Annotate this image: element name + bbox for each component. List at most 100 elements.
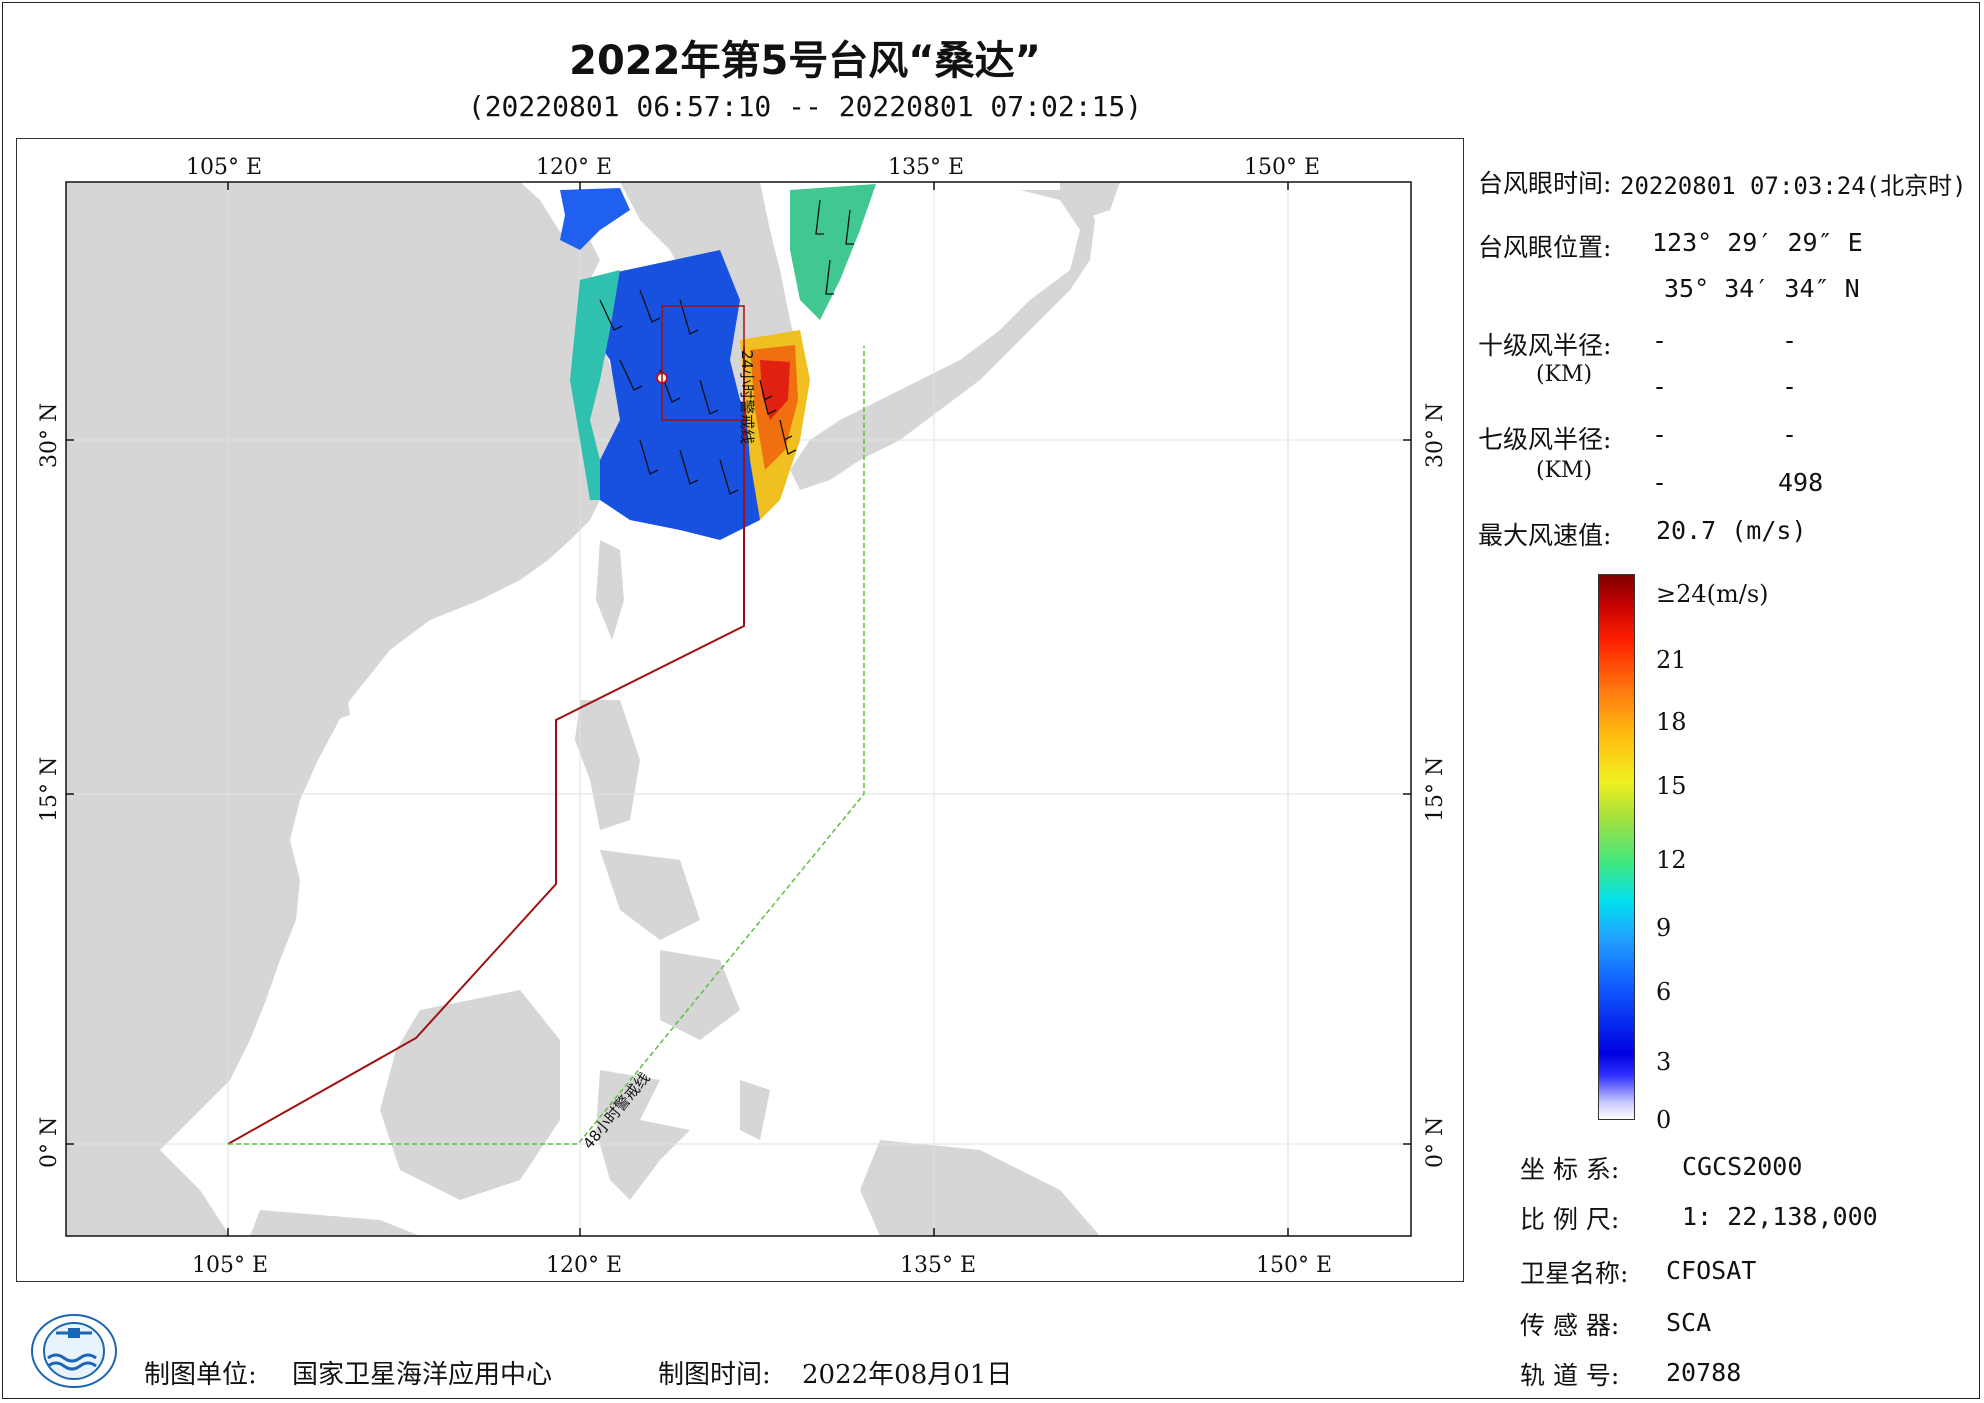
- land-asia-mainland: [66, 182, 630, 1236]
- scale-value: 1: 22,138,000: [1682, 1202, 1878, 1231]
- r10-value-c: -: [1652, 372, 1668, 401]
- lat-label-right-0: 0° N: [1423, 1117, 1448, 1168]
- wind-barbs: [599, 199, 854, 495]
- colorbar-tick-6: 6: [1656, 978, 1672, 1006]
- wind-barb: [619, 359, 643, 391]
- footer-time-value: 2022年08月01日: [802, 1360, 1013, 1390]
- r10-value-d: -: [1782, 372, 1798, 401]
- eye-time-label: 台风眼时间:: [1478, 169, 1612, 198]
- wind-barb: [719, 459, 739, 495]
- land-luzon: [575, 700, 640, 830]
- land-sulawesi: [596, 1070, 690, 1200]
- warning-line-24h-label: 24小时警戒线: [738, 350, 756, 444]
- wind-barb: [639, 439, 659, 475]
- land-mindanao: [660, 950, 740, 1040]
- lon-label-top-135: 135° E: [888, 155, 964, 180]
- wind-barb: [599, 299, 623, 331]
- swath-yellow-sea: [580, 250, 780, 540]
- r10-label: 十级风半径:: [1478, 331, 1612, 360]
- crs-label: 坐 标 系:: [1520, 1155, 1620, 1184]
- lon-label-top-120: 120° E: [536, 155, 612, 180]
- wind-barb: [679, 449, 699, 485]
- land-borneo: [380, 990, 560, 1200]
- map-panel-frame: [16, 138, 1464, 1282]
- colorbar-top-label: ≥24(m/s): [1656, 580, 1769, 608]
- land-new-guinea: [860, 1140, 1100, 1236]
- wind-barb: [815, 199, 824, 235]
- lat-label-left-0: 0° N: [37, 1117, 62, 1168]
- land-hainan: [310, 685, 350, 725]
- sensor-value: SCA: [1666, 1308, 1712, 1337]
- satellite-value: CFOSAT: [1666, 1256, 1757, 1285]
- r7-value-b: -: [1782, 420, 1798, 449]
- lon-label-bottom-105: 105° E: [192, 1253, 268, 1278]
- r7-value-c: -: [1652, 468, 1668, 497]
- satellite-label: 卫星名称:: [1520, 1259, 1629, 1288]
- r7-unit: (KM): [1536, 458, 1593, 483]
- wind-barb: [759, 379, 777, 415]
- scale-label: 比 例 尺:: [1520, 1205, 1620, 1234]
- r7-label: 七级风半径:: [1478, 425, 1612, 454]
- lon-label-top-105: 105° E: [186, 155, 262, 180]
- eye-time-value: 20220801 07:03:24(北京时): [1620, 172, 1967, 200]
- map-subtitle: (20220801 06:57:10 -- 20220801 07:02:15): [467, 90, 1143, 123]
- colorbar-tick-12: 12: [1656, 846, 1687, 874]
- max-wind-label: 最大风速值:: [1478, 521, 1612, 550]
- colorbar-tick-0: 0: [1656, 1106, 1672, 1134]
- r7-value-d: 498: [1778, 468, 1824, 497]
- footer-unit-label: 制图单位:: [144, 1360, 257, 1390]
- axis-ticks: [66, 182, 1411, 1236]
- eye-lat-value: 35° 34′ 34″ N: [1664, 274, 1860, 303]
- wind-speed-colorbar: [1598, 574, 1635, 1120]
- footer-unit-value: 国家卫星海洋应用中心: [292, 1360, 553, 1390]
- land-visayas: [600, 850, 700, 940]
- lon-label-bottom-135: 135° E: [900, 1253, 976, 1278]
- orbit-label: 轨 道 号:: [1520, 1361, 1620, 1390]
- colorbar-tick-3: 3: [1656, 1048, 1672, 1076]
- map-plot-border: [65, 181, 1412, 1237]
- warning-line-24h: [227, 346, 745, 1145]
- lat-label-right-30: 30° N: [1423, 403, 1448, 468]
- wind-swath: [560, 184, 876, 540]
- swath-yellow-sea-edge: [570, 270, 620, 500]
- swath-north-korea-bay: [560, 188, 630, 250]
- r10-value-b: -: [1782, 326, 1798, 355]
- wind-barb: [825, 259, 834, 295]
- land-taiwan: [596, 540, 624, 640]
- warning-line-24h-north: [661, 305, 745, 421]
- land-java: [250, 1210, 420, 1236]
- r10-value-a: -: [1652, 326, 1668, 355]
- lon-label-bottom-150: 150° E: [1256, 1253, 1332, 1278]
- lat-label-right-15: 15° N: [1423, 757, 1448, 822]
- r10-unit: (KM): [1536, 362, 1593, 387]
- land-japan: [790, 190, 1095, 490]
- colorbar-tick-9: 9: [1656, 914, 1672, 942]
- lat-label-left-30: 30° N: [37, 403, 62, 468]
- warning-line-48h: [228, 346, 865, 1145]
- eye-pos-label: 台风眼位置:: [1478, 233, 1612, 262]
- colorbar-tick-15: 15: [1656, 772, 1687, 800]
- wind-barb: [699, 379, 719, 415]
- swath-high-red: [760, 360, 790, 420]
- land-sumatra: [66, 1080, 230, 1236]
- crs-value: CGCS2000: [1682, 1152, 1803, 1181]
- wind-barb: [779, 419, 797, 455]
- colorbar-tick-18: 18: [1656, 708, 1687, 736]
- max-wind-value: 20.7 (m/s): [1656, 516, 1807, 545]
- land-hokkaido: [1060, 182, 1120, 220]
- lat-label-left-15: 15° N: [37, 757, 62, 822]
- map-title: 2022年第5号台风“桑达”: [569, 38, 1041, 84]
- nsoas-logo-icon: [31, 1314, 117, 1388]
- land-halmahera: [740, 1080, 770, 1140]
- sensor-label: 传 感 器:: [1520, 1311, 1620, 1340]
- footer-time-label: 制图时间:: [658, 1360, 771, 1390]
- colorbar-tick-21: 21: [1656, 646, 1687, 674]
- orbit-value: 20788: [1666, 1358, 1742, 1387]
- eye-lon-value: 123° 29′ 29″ E: [1652, 228, 1863, 257]
- wind-barb: [639, 289, 661, 323]
- r7-value-a: -: [1652, 420, 1668, 449]
- swath-east-sea: [790, 184, 876, 320]
- lon-label-top-150: 150° E: [1244, 155, 1320, 180]
